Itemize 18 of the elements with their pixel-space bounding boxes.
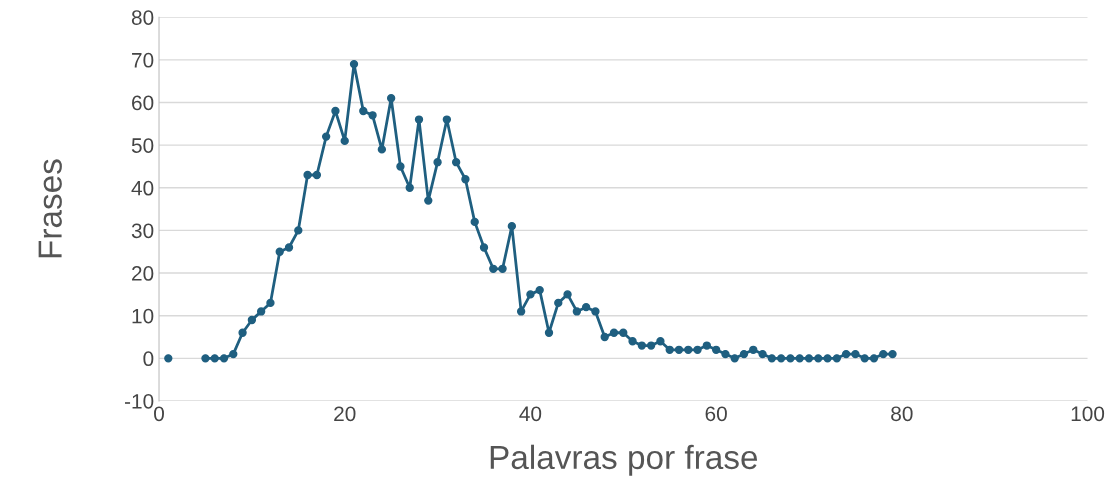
y-tick-label: 70 <box>132 52 154 68</box>
y-tick-label: 40 <box>131 180 154 196</box>
y-tick-label: 0 <box>143 351 154 367</box>
y-tick-label: 10 <box>132 308 154 324</box>
x-tick-label: 100 <box>1071 406 1105 422</box>
y-tick-label: 60 <box>132 95 154 111</box>
x-tick-label: 80 <box>891 406 913 422</box>
x-tick-label: 0 <box>154 406 164 422</box>
y-axis-title: Frases <box>38 159 62 258</box>
x-tick-label: 60 <box>705 406 727 422</box>
y-tick-label: 50 <box>131 138 154 153</box>
x-axis-title: Palavras por frase <box>490 444 758 476</box>
y-tick-label: 30 <box>131 223 154 239</box>
y-tick-label: 20 <box>132 266 154 281</box>
x-tick-label: 40 <box>519 406 542 422</box>
y-tick-label: -10 <box>124 393 154 409</box>
x-tick-label: 20 <box>334 406 356 422</box>
y-tick-label: 80 <box>131 10 154 25</box>
